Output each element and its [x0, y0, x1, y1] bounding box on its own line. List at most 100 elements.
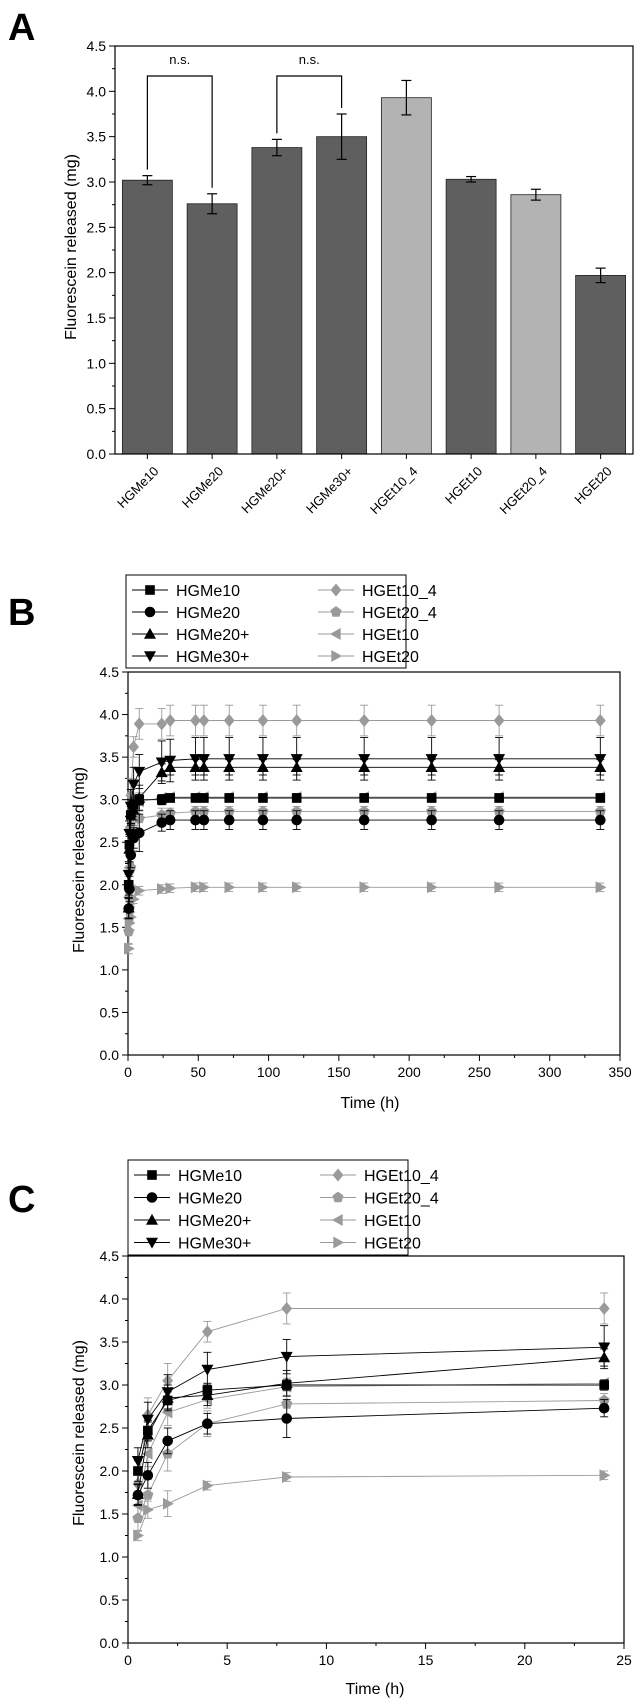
- data-point: [122, 869, 135, 881]
- data-point: [595, 814, 606, 826]
- data-point: [291, 714, 303, 727]
- data-point: [161, 1387, 174, 1399]
- data-point: [291, 814, 302, 826]
- x-tick-label: 10: [319, 1652, 335, 1668]
- data-point: [133, 1529, 145, 1542]
- bar: [575, 274, 627, 455]
- data-point: [165, 793, 175, 803]
- data-point: [133, 827, 145, 839]
- data-point: [197, 754, 210, 765]
- legend-marker: [332, 1168, 344, 1182]
- data-point: [281, 1302, 293, 1315]
- y-tick-label: 4.5: [100, 664, 120, 680]
- data-point: [165, 882, 177, 895]
- y-tick-label: 0.0: [87, 446, 107, 462]
- x-tick-label: 350: [608, 1064, 632, 1080]
- y-tick-label: 1.5: [100, 919, 120, 935]
- data-point: [161, 1406, 173, 1419]
- x-tick-label: HGEt20_4: [496, 464, 550, 518]
- x-tick-label: HGEt10: [442, 464, 485, 507]
- legend-entry: HGMe30+: [178, 1236, 251, 1253]
- legend-marker: [145, 1237, 159, 1249]
- legend-entry: HGMe20+: [176, 627, 249, 644]
- data-point: [224, 881, 236, 894]
- data-point: [202, 1325, 213, 1339]
- data-point: [141, 1414, 154, 1426]
- bar: [186, 203, 238, 455]
- data-point: [131, 1456, 144, 1467]
- y-tick-label: 4.0: [87, 83, 107, 99]
- plot-frame: [114, 45, 634, 455]
- x-tick-label: 200: [397, 1064, 421, 1080]
- data-point: [143, 1503, 154, 1516]
- data-point: [142, 1470, 154, 1481]
- x-tick-label: 20: [517, 1652, 533, 1668]
- data-point: [493, 714, 505, 727]
- data-point: [426, 793, 437, 803]
- data-point: [223, 814, 235, 826]
- y-tick-label: 1.5: [87, 310, 107, 326]
- y-tick-label: 1.5: [100, 1506, 120, 1522]
- data-point: [595, 881, 607, 894]
- data-point: [257, 814, 269, 826]
- data-point: [358, 814, 370, 826]
- data-point: [358, 714, 370, 727]
- data-point: [256, 754, 269, 765]
- x-tick-label: 25: [616, 1652, 632, 1668]
- bar: [445, 178, 497, 455]
- legend-entry: HGMe20: [176, 605, 240, 622]
- data-point: [142, 1489, 154, 1500]
- data-point: [494, 793, 504, 803]
- legend-marker: [331, 649, 343, 663]
- x-tick-label: HGMe20+: [238, 464, 291, 517]
- data-point: [258, 881, 270, 894]
- y-tick-label: 2.0: [100, 877, 120, 893]
- legend-marker: [333, 1236, 345, 1249]
- legend-entry: HGEt20_4: [362, 605, 437, 622]
- y-tick-label: 2.5: [100, 834, 120, 850]
- y-tick-label: 3.0: [100, 792, 120, 808]
- legend-box: [125, 574, 407, 669]
- y-tick-label: 3.5: [87, 129, 107, 145]
- legend-entry: HGEt20: [362, 649, 419, 666]
- bar: [316, 136, 368, 455]
- data-point: [359, 793, 369, 803]
- data-point: [201, 1389, 214, 1400]
- legend-entry: HGMe30+: [176, 649, 249, 666]
- data-point: [190, 881, 202, 894]
- data-point: [128, 740, 139, 754]
- x-tick-label: HGMe30+: [303, 464, 356, 517]
- data-point: [358, 754, 371, 765]
- legend-entry: HGEt10: [362, 627, 419, 644]
- data-point: [127, 779, 140, 791]
- significance-label: n.s.: [299, 52, 320, 67]
- x-tick-label: 300: [538, 1064, 562, 1080]
- data-point: [425, 754, 438, 765]
- data-point: [291, 881, 303, 894]
- data-point: [163, 1497, 174, 1510]
- data-point: [141, 1447, 153, 1460]
- panel-a-bar-chart: A Fluorescein released (mg) 0.0 0.5 1.0 1.5…: [8, 7, 634, 518]
- bar: [251, 147, 303, 455]
- legend-entry: HGEt20: [364, 1236, 421, 1253]
- x-tick-label: HGMe10: [114, 464, 161, 511]
- legend-marker: [146, 1192, 158, 1203]
- data-point: [493, 814, 505, 826]
- y-tick-label: 1.0: [100, 1549, 120, 1565]
- panel-label-b: B: [8, 592, 35, 634]
- data-point: [598, 1302, 610, 1315]
- data-point: [595, 793, 606, 803]
- x-tick-label: 100: [257, 1064, 281, 1080]
- y-tick-label: 1.0: [87, 355, 107, 371]
- data-point: [198, 714, 210, 727]
- data-point: [223, 714, 235, 727]
- plot-frame: [127, 1255, 625, 1644]
- bar: [380, 97, 432, 455]
- x-tick-label: 150: [327, 1064, 351, 1080]
- data-point: [199, 793, 209, 803]
- legend-entry: HGEt10: [364, 1213, 421, 1230]
- legend-marker: [144, 606, 156, 618]
- y-tick-label: 4.5: [87, 38, 107, 54]
- legend-entry: HGMe20: [178, 1191, 242, 1208]
- data-point: [157, 882, 168, 896]
